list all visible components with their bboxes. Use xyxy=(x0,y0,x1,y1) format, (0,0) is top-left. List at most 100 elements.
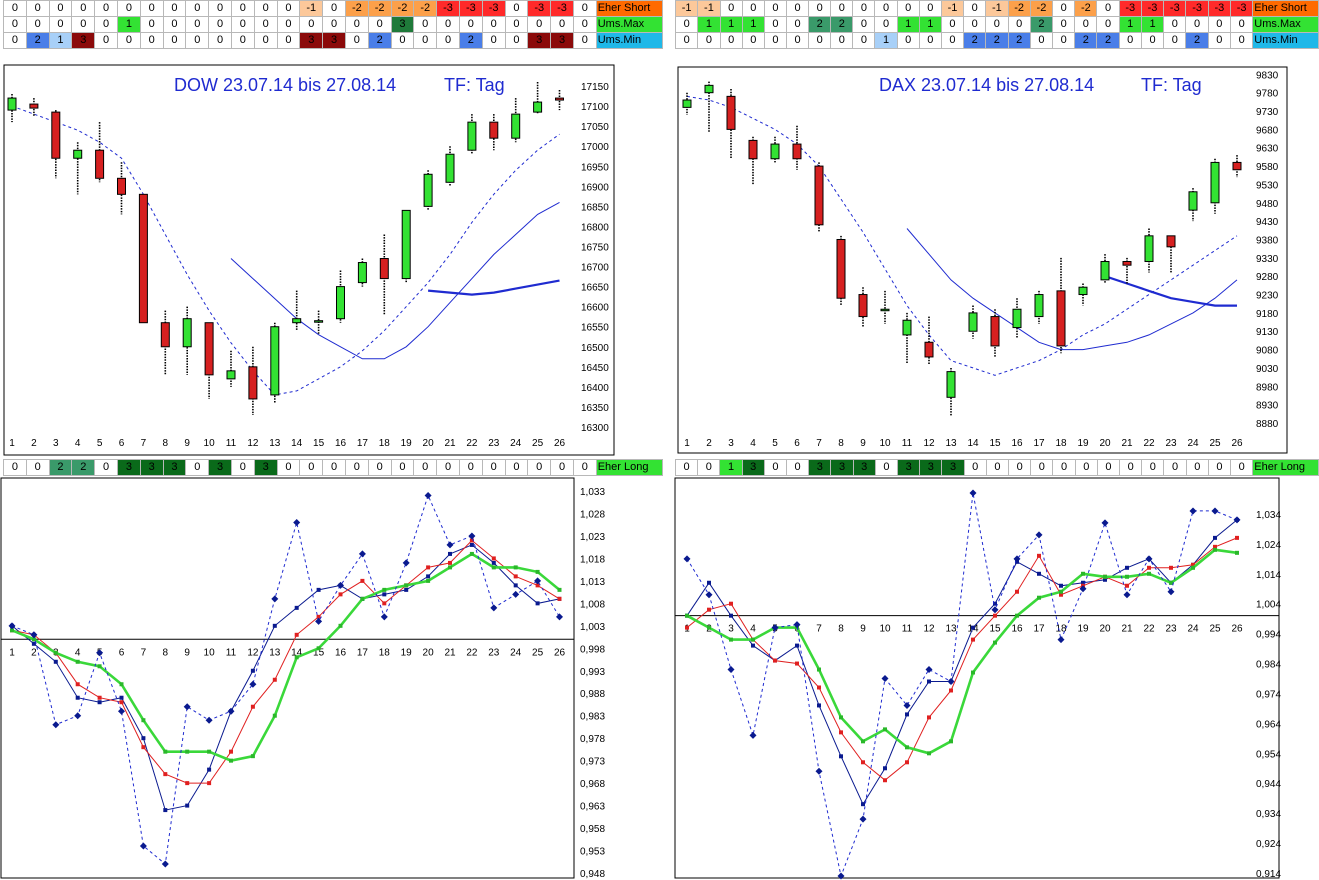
x-tick-label: 13 xyxy=(945,624,957,635)
signal-cell: 3 xyxy=(322,32,346,49)
candle-body xyxy=(29,103,39,109)
candle-body xyxy=(968,312,978,332)
series-green-point xyxy=(97,664,102,669)
y-tick-label: 9080 xyxy=(1256,346,1279,357)
series-red-point xyxy=(448,560,452,565)
series-navy-point xyxy=(163,808,168,813)
signal-cell: 0 xyxy=(1007,16,1031,33)
dax-candlestick-chart: 9830 9780 9730 9680 9630 9580 9530 9480 9430 9380… xyxy=(677,66,1288,454)
signal-cell: 2 xyxy=(1096,32,1120,49)
x-tick-label: 17 xyxy=(1033,624,1045,635)
x-tick-label: 10 xyxy=(204,647,216,658)
series-green-point xyxy=(119,682,124,687)
x-tick-label: 16 xyxy=(1011,438,1023,449)
signal-cell: 0 xyxy=(253,32,278,49)
series-red-point xyxy=(1037,553,1041,558)
y-tick-label: 9630 xyxy=(1256,144,1279,155)
signal-cell: 0 xyxy=(458,459,483,476)
series-navy-point xyxy=(382,592,387,597)
y-tick-label: 0,983 xyxy=(580,712,605,723)
x-tick-label: 22 xyxy=(1143,438,1155,449)
series-green-point xyxy=(491,565,496,570)
candle-body xyxy=(182,318,192,348)
series-blue-dashed-point xyxy=(139,842,147,850)
y-tick-label: 0,974 xyxy=(1256,689,1281,700)
x-tick-label: 12 xyxy=(247,438,259,449)
signal-cell: 0 xyxy=(719,32,743,49)
candle-body xyxy=(423,173,433,207)
signal-cell: 0 xyxy=(504,32,529,49)
series-blue-dashed-point xyxy=(837,872,845,880)
series-green-point xyxy=(10,628,14,633)
signal-cell: 0 xyxy=(48,16,73,33)
series-red-line xyxy=(686,537,1238,781)
x-tick-label: 21 xyxy=(1121,438,1133,449)
signal-cell: 0 xyxy=(481,32,506,49)
y-tick-label: 0,994 xyxy=(1256,630,1281,641)
series-green-point xyxy=(316,646,321,651)
candle-body xyxy=(748,139,758,160)
series-blue-dashed-point xyxy=(380,613,388,621)
x-tick-label: 26 xyxy=(554,438,566,449)
signal-row-eher-short: -1 -1 0 0 0 0 0 0 0 0 0 0 -1 0 -1 -2 -2 0 -2 0 -3 -3 -3 -3 -3 -3 E… xyxy=(674,0,1319,17)
signal-cell: 0 xyxy=(162,0,187,17)
signal-cell: 3 xyxy=(897,459,921,476)
x-tick-label: 19 xyxy=(1077,438,1089,449)
series-blue-dashed-point xyxy=(1013,555,1021,563)
x-tick-label: 5 xyxy=(772,438,778,449)
series-red-point xyxy=(839,730,843,735)
x-tick-label: 7 xyxy=(141,647,147,658)
y-tick-label: 0,964 xyxy=(1256,719,1281,730)
series-green-point xyxy=(1037,595,1041,600)
signal-cell: 0 xyxy=(481,459,506,476)
signal-cell: 0 xyxy=(299,16,324,33)
series-navy-point xyxy=(1081,580,1085,585)
x-tick-label: 23 xyxy=(1165,624,1177,635)
x-tick-label: 18 xyxy=(379,647,391,658)
series-navy-point xyxy=(795,643,799,648)
y-tick-label: 16300 xyxy=(581,423,609,434)
y-tick-label: 9680 xyxy=(1256,125,1279,136)
series-green-point xyxy=(971,670,975,675)
x-tick-label: 22 xyxy=(466,647,478,658)
signal-cell: 0 xyxy=(276,0,301,17)
ma-dashed-line xyxy=(11,105,560,396)
y-tick-label: 17100 xyxy=(581,102,609,113)
series-blue-dashed-point xyxy=(424,491,432,499)
signal-cell: 0 xyxy=(458,16,483,33)
series-blue-dashed-point xyxy=(490,604,498,612)
candle-body xyxy=(880,308,890,312)
chart-timeframe: TF: Tag xyxy=(444,75,505,95)
series-navy-point xyxy=(971,625,975,630)
x-tick-label: 20 xyxy=(423,647,435,658)
y-tick-label: 9280 xyxy=(1256,272,1279,283)
signal-cell: 1 xyxy=(874,32,898,49)
series-green-point xyxy=(817,667,821,672)
x-tick-label: 20 xyxy=(1099,438,1111,449)
series-red-point xyxy=(1125,583,1129,588)
series-navy-point xyxy=(491,560,496,565)
y-tick-label: 1,024 xyxy=(1256,540,1281,551)
x-tick-label: 24 xyxy=(1187,624,1199,635)
y-tick-label: 16500 xyxy=(581,343,609,354)
signal-cell: 0 xyxy=(1096,16,1120,33)
signal-cell: 1 xyxy=(896,16,920,33)
series-blue-dashed-point xyxy=(512,590,520,598)
x-tick-label: 26 xyxy=(554,647,566,658)
y-tick-label: 9580 xyxy=(1256,162,1279,173)
series-navy-point xyxy=(751,643,755,648)
y-tick-label: 9030 xyxy=(1256,364,1279,375)
candle-body xyxy=(836,238,846,299)
signal-cell: -1 xyxy=(940,0,965,17)
series-green-point xyxy=(1191,565,1195,570)
series-navy-point xyxy=(1059,583,1063,588)
signal-cell: 0 xyxy=(1230,459,1254,476)
signal-cell: 0 xyxy=(572,0,597,17)
signal-cell: 0 xyxy=(1052,0,1076,17)
signal-cell: 2 xyxy=(1185,32,1209,49)
signal-cell: 0 xyxy=(874,16,898,33)
y-tick-label: 16800 xyxy=(581,222,609,233)
series-green-point xyxy=(229,758,233,763)
y-tick-label: 0,944 xyxy=(1256,779,1281,790)
series-blue-dashed-point xyxy=(903,701,911,709)
